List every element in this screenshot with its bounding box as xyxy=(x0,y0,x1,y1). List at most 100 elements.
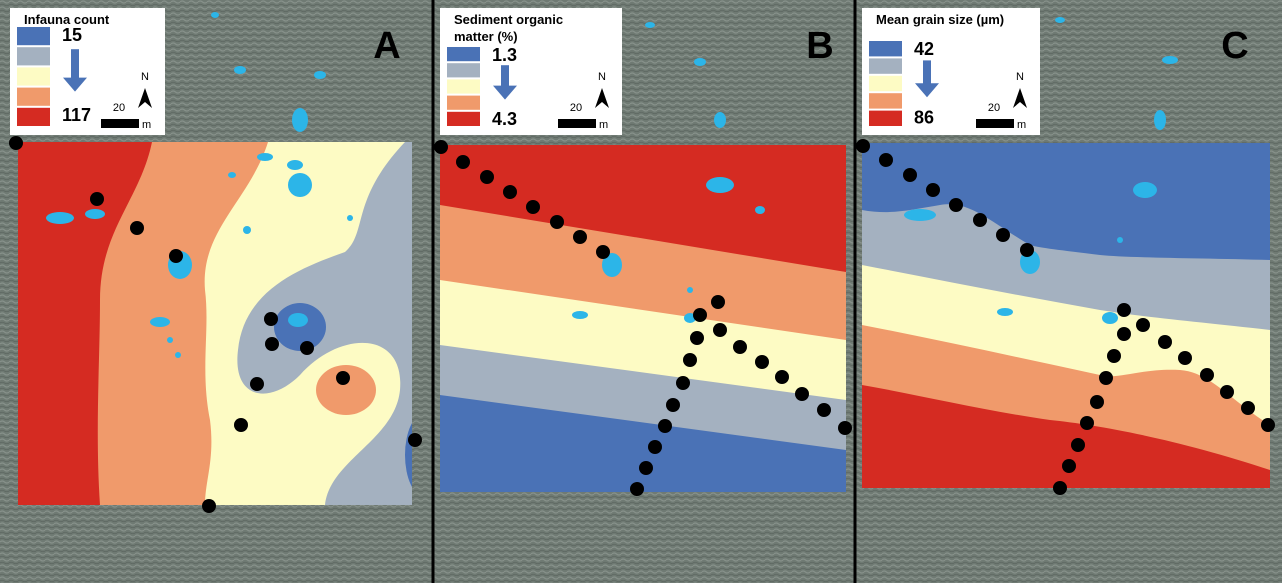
water-patch xyxy=(1117,237,1123,243)
station-dot xyxy=(9,136,23,150)
station-dot xyxy=(1220,385,1234,399)
station-dot xyxy=(130,221,144,235)
scale-unit: m xyxy=(142,119,151,131)
scale-label: 20 xyxy=(113,102,125,114)
water-patch xyxy=(1133,182,1157,198)
station-dot xyxy=(690,331,704,345)
scale-bar xyxy=(558,119,596,128)
station-dot xyxy=(1241,401,1255,415)
scale-bar xyxy=(101,119,139,128)
water-patch xyxy=(287,160,303,170)
station-dot xyxy=(926,183,940,197)
map-c xyxy=(862,143,1270,488)
legend-title: Sediment organic xyxy=(454,12,563,27)
legend-swatch xyxy=(17,67,50,85)
figure: Infauna count15117N20mSediment organicma… xyxy=(0,0,1282,583)
legend-swatch xyxy=(447,47,480,61)
water-patch xyxy=(167,337,173,343)
station-dot xyxy=(250,377,264,391)
scale-unit: m xyxy=(599,119,608,131)
station-dot xyxy=(1178,351,1192,365)
panel-label: B xyxy=(806,25,833,67)
water-patch xyxy=(1154,110,1166,130)
station-dot xyxy=(573,230,587,244)
water-patch xyxy=(175,352,181,358)
water-patch xyxy=(645,22,655,28)
station-dot xyxy=(456,155,470,169)
station-dot xyxy=(693,308,707,322)
station-dot xyxy=(1080,416,1094,430)
scale-label: 20 xyxy=(988,102,1000,114)
water-patch xyxy=(288,313,308,327)
station-dot xyxy=(1107,349,1121,363)
water-patch xyxy=(46,212,74,224)
legend-arrow-shaft xyxy=(71,49,79,79)
station-dot xyxy=(503,185,517,199)
water-patch xyxy=(714,112,726,128)
map-b xyxy=(440,145,846,492)
water-patch xyxy=(347,215,353,221)
legend-swatch xyxy=(17,88,50,106)
legend-swatch xyxy=(869,111,902,126)
water-patch xyxy=(288,173,312,197)
water-patch xyxy=(706,177,734,193)
water-patch xyxy=(1102,312,1118,324)
legend-min: 15 xyxy=(62,25,82,45)
water-patch xyxy=(243,226,251,234)
legend-min: 42 xyxy=(914,39,934,59)
station-dot xyxy=(264,312,278,326)
station-dot xyxy=(234,418,248,432)
legend-max: 4.3 xyxy=(492,109,517,129)
station-dot xyxy=(658,419,672,433)
station-dot xyxy=(1062,459,1076,473)
legend-max: 117 xyxy=(62,105,91,125)
station-dot xyxy=(713,323,727,337)
station-dot xyxy=(480,170,494,184)
station-dot xyxy=(596,245,610,259)
station-dot xyxy=(526,200,540,214)
scale-label: 20 xyxy=(570,102,582,114)
water-patch xyxy=(257,153,273,161)
water-patch xyxy=(234,66,246,74)
water-patch xyxy=(904,209,936,221)
panel-label: C xyxy=(1221,25,1248,67)
station-dot xyxy=(1200,368,1214,382)
station-dot xyxy=(733,340,747,354)
station-dot xyxy=(1261,418,1275,432)
north-label: N xyxy=(1016,71,1024,83)
water-patch xyxy=(150,317,170,327)
water-patch xyxy=(755,206,765,214)
legend-swatch xyxy=(869,41,902,56)
legend-swatch xyxy=(447,96,480,110)
station-dot xyxy=(1071,438,1085,452)
station-dot xyxy=(1117,303,1131,317)
legend-arrow-shaft xyxy=(501,65,509,87)
map-a xyxy=(18,142,445,505)
station-dot xyxy=(903,168,917,182)
legend-swatch xyxy=(869,58,902,73)
panel-legend: Mean grain size (µm)4286N20m xyxy=(862,8,1040,135)
station-dot xyxy=(711,295,725,309)
water-patch xyxy=(292,108,308,132)
station-dot xyxy=(795,387,809,401)
legend-swatch xyxy=(447,79,480,93)
legend-title: Mean grain size (µm) xyxy=(876,12,1004,27)
water-patch xyxy=(687,287,693,293)
station-dot xyxy=(434,140,448,154)
water-patch xyxy=(314,71,326,79)
station-dot xyxy=(1158,335,1172,349)
station-dot xyxy=(1099,371,1113,385)
station-dot xyxy=(996,228,1010,242)
station-dot xyxy=(648,440,662,454)
panel-label: A xyxy=(373,25,400,67)
legend-swatch xyxy=(447,112,480,126)
legend-title: matter (%) xyxy=(454,29,518,44)
station-dot xyxy=(817,403,831,417)
water-patch xyxy=(1162,56,1178,64)
station-dot xyxy=(1020,243,1034,257)
water-patch xyxy=(211,12,219,18)
station-dot xyxy=(755,355,769,369)
water-patch xyxy=(1055,17,1065,23)
